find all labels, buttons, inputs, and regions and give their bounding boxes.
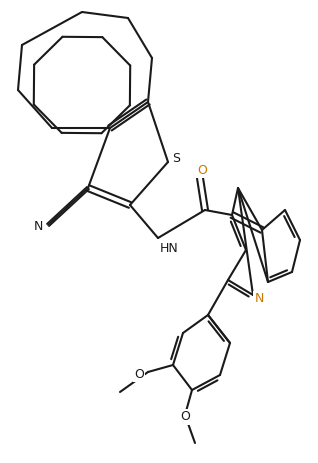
Text: S: S <box>172 152 180 165</box>
Text: O: O <box>197 163 207 176</box>
Text: HN: HN <box>160 242 179 255</box>
Text: O: O <box>134 368 144 381</box>
Text: O: O <box>180 411 190 424</box>
Text: N: N <box>33 220 43 233</box>
Text: N: N <box>254 293 264 306</box>
